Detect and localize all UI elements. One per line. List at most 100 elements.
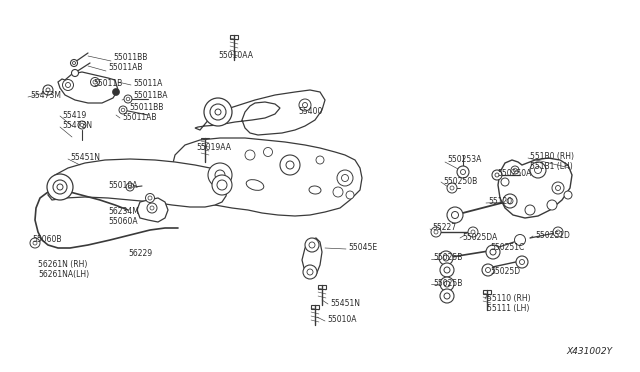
Circle shape	[342, 174, 349, 182]
Circle shape	[447, 207, 463, 223]
Circle shape	[530, 162, 546, 178]
Circle shape	[457, 166, 469, 178]
Circle shape	[204, 98, 232, 126]
Circle shape	[208, 163, 232, 187]
Circle shape	[513, 168, 517, 172]
Text: 55025D: 55025D	[490, 266, 520, 276]
Polygon shape	[498, 158, 572, 218]
Circle shape	[47, 174, 73, 200]
Text: 55060A: 55060A	[108, 218, 138, 227]
Circle shape	[434, 230, 438, 234]
Text: 550250A: 550250A	[497, 169, 531, 177]
Text: 55011AB: 55011AB	[108, 64, 143, 73]
Text: 55010A: 55010A	[108, 182, 138, 190]
Circle shape	[490, 249, 496, 255]
Circle shape	[440, 263, 454, 277]
Circle shape	[440, 289, 454, 303]
Text: 551B1 (LH): 551B1 (LH)	[530, 161, 573, 170]
Circle shape	[511, 166, 519, 174]
Circle shape	[444, 293, 450, 299]
Circle shape	[43, 85, 53, 95]
Circle shape	[337, 170, 353, 186]
Circle shape	[556, 186, 561, 190]
Text: 55010A: 55010A	[327, 315, 356, 324]
Circle shape	[53, 180, 67, 194]
Polygon shape	[48, 159, 228, 207]
Circle shape	[80, 123, 84, 127]
Ellipse shape	[309, 186, 321, 194]
Circle shape	[145, 193, 154, 202]
Text: 550250B: 550250B	[443, 176, 477, 186]
Circle shape	[305, 238, 319, 252]
Circle shape	[72, 70, 79, 77]
Circle shape	[431, 227, 441, 237]
Text: 551B0 (RH): 551B0 (RH)	[530, 151, 574, 160]
Text: 56234M: 56234M	[108, 206, 139, 215]
Circle shape	[515, 234, 525, 246]
Circle shape	[128, 185, 132, 189]
Circle shape	[451, 212, 458, 218]
Circle shape	[245, 150, 255, 160]
Text: 55473N: 55473N	[62, 122, 92, 131]
Polygon shape	[230, 35, 238, 39]
Text: 550251D: 550251D	[535, 231, 570, 240]
Circle shape	[444, 267, 450, 273]
Circle shape	[78, 121, 86, 129]
Circle shape	[147, 203, 157, 213]
Circle shape	[303, 103, 307, 108]
Circle shape	[70, 60, 77, 67]
Circle shape	[471, 230, 475, 234]
Circle shape	[468, 227, 478, 237]
Circle shape	[444, 281, 450, 287]
Circle shape	[119, 106, 127, 114]
Polygon shape	[302, 238, 322, 278]
Text: 55045E: 55045E	[348, 244, 377, 253]
Circle shape	[30, 238, 40, 248]
Circle shape	[72, 61, 76, 64]
Circle shape	[506, 196, 514, 204]
Circle shape	[150, 206, 154, 210]
Circle shape	[525, 205, 535, 215]
Circle shape	[126, 97, 130, 101]
Circle shape	[121, 108, 125, 112]
Text: 55227: 55227	[432, 224, 456, 232]
Circle shape	[556, 230, 560, 234]
Text: 55110 (RH): 55110 (RH)	[487, 294, 531, 302]
Text: 55400: 55400	[298, 108, 323, 116]
Circle shape	[286, 161, 294, 169]
Circle shape	[482, 264, 494, 276]
Text: 55011BB: 55011BB	[129, 103, 163, 112]
Circle shape	[492, 170, 502, 180]
Circle shape	[212, 175, 232, 195]
Polygon shape	[311, 305, 319, 309]
Text: 55025B: 55025B	[433, 279, 462, 288]
Text: 55025B: 55025B	[433, 253, 462, 263]
Circle shape	[215, 109, 221, 115]
Text: 56229: 56229	[128, 248, 152, 257]
Circle shape	[443, 255, 449, 261]
Text: 55011AB: 55011AB	[122, 112, 157, 122]
Polygon shape	[318, 285, 326, 289]
Text: 55060B: 55060B	[32, 235, 61, 244]
Circle shape	[501, 178, 509, 186]
Circle shape	[93, 80, 97, 84]
Circle shape	[63, 80, 74, 90]
Circle shape	[264, 148, 273, 157]
Polygon shape	[137, 198, 168, 222]
Circle shape	[307, 269, 313, 275]
Circle shape	[113, 89, 120, 96]
Circle shape	[299, 99, 311, 111]
Text: 55025DA: 55025DA	[462, 232, 497, 241]
Circle shape	[309, 242, 315, 248]
Circle shape	[33, 241, 37, 245]
Text: 55011BA: 55011BA	[133, 92, 168, 100]
Circle shape	[65, 83, 70, 87]
Text: 55011A: 55011A	[133, 80, 163, 89]
Polygon shape	[483, 290, 491, 294]
Circle shape	[495, 173, 499, 177]
Circle shape	[486, 245, 500, 259]
Circle shape	[303, 265, 317, 279]
Polygon shape	[195, 90, 325, 135]
Text: 55011B: 55011B	[93, 80, 122, 89]
Text: 55019AA: 55019AA	[196, 142, 231, 151]
